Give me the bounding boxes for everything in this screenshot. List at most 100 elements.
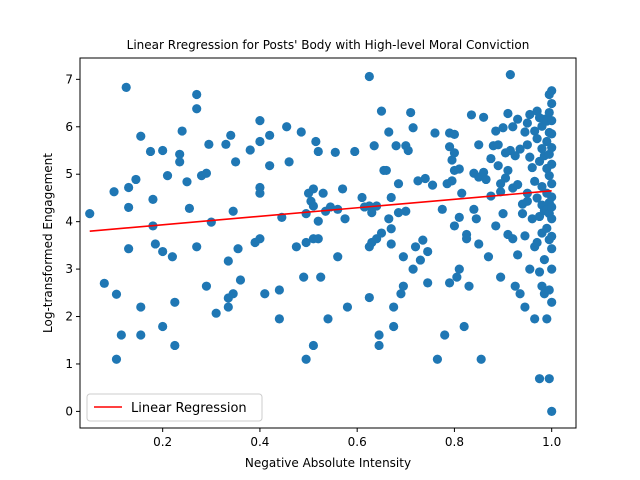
scatter-point [121, 82, 131, 93]
scatter-point [547, 231, 557, 241]
x-tick-label: 0.8 [445, 435, 464, 449]
scatter-point [420, 173, 430, 184]
scatter-point [170, 297, 180, 307]
scatter-point [466, 110, 477, 120]
scatter-point [513, 180, 523, 190]
scatter-point [459, 321, 469, 332]
scatter-point [532, 237, 542, 248]
scatter-point [449, 221, 460, 231]
scatter-point [384, 214, 394, 224]
scatter-point [530, 314, 540, 324]
scatter-point [461, 234, 472, 244]
legend-box [86, 393, 263, 422]
scatter-point [547, 179, 557, 189]
chart-title: Linear Rregression for Posts' Body with … [127, 38, 530, 52]
x-tick-label: 0.6 [348, 435, 367, 449]
scatter-point [474, 140, 484, 150]
scatter-point [226, 130, 236, 140]
scatter-point [537, 181, 547, 192]
scatter-point [452, 272, 462, 282]
scatter-point [440, 330, 450, 340]
scatter-point [408, 123, 418, 133]
scatter-point [136, 330, 146, 340]
scatter-point [547, 264, 557, 274]
scatter-point [313, 146, 323, 157]
scatter-point [432, 354, 443, 364]
scatter-point [547, 214, 557, 224]
y-axis-label: Log-transformed Engagement [41, 153, 55, 333]
scatter-point [510, 151, 520, 161]
scatter-point [447, 176, 457, 186]
scatter-point [520, 302, 530, 312]
scatter-point [170, 340, 180, 351]
scatter-point [337, 184, 348, 194]
scatter-point [464, 281, 474, 291]
scatter-point [386, 224, 396, 234]
scatter-point [547, 159, 557, 169]
y-tick-label: 3 [65, 262, 73, 276]
scatter-point [389, 302, 399, 312]
regression-line-group [89, 190, 552, 232]
scatter-point [454, 164, 464, 174]
scatter-point [520, 231, 530, 241]
scatter-point [423, 246, 433, 257]
scatter-point [184, 203, 195, 213]
scatter-point [381, 165, 391, 176]
scatter-point [255, 116, 265, 126]
scatter-point [515, 144, 525, 154]
scatter-point [491, 126, 501, 136]
scatter-point [201, 168, 212, 178]
scatter-point [457, 188, 467, 198]
scatter-point [522, 118, 532, 128]
scatter-point [111, 354, 122, 364]
scatter-point [415, 255, 425, 265]
scatter-point [398, 281, 408, 291]
scatter-point [211, 308, 221, 318]
scatter-point [201, 281, 212, 291]
scatter-point [469, 204, 479, 214]
scatter-point [444, 142, 455, 152]
scatter-point [323, 314, 333, 324]
scatter-point [393, 179, 404, 189]
scatter-point [486, 153, 496, 164]
scatter-point [547, 192, 557, 202]
scatter-point [260, 289, 270, 299]
scatter-point [333, 252, 343, 262]
scatter-point [476, 354, 486, 364]
x-axis-label: Negative Absolute Intensity [245, 456, 411, 470]
scatter-point [131, 174, 141, 185]
scatter-point [192, 242, 202, 252]
scatter-point [413, 176, 423, 186]
scatter-point [479, 167, 489, 177]
scatter-point [503, 165, 513, 176]
scatter-point [296, 127, 306, 137]
scatter-point [542, 314, 552, 324]
scatter-point [228, 206, 238, 216]
scatter-point [204, 139, 214, 149]
scatter-point [525, 152, 535, 162]
scatter-point [109, 187, 119, 197]
scatter-point [386, 192, 396, 203]
scatter-point [150, 239, 160, 249]
scatter-point [291, 242, 301, 252]
scatter-point [496, 272, 506, 282]
scatter-point [308, 340, 319, 351]
scatter-point [158, 321, 168, 332]
scatter-point [162, 171, 173, 181]
scatter-point [522, 196, 532, 206]
scatter-point [498, 123, 508, 133]
scatter-point [539, 255, 549, 265]
scatter-point [522, 140, 532, 150]
scatter-point [398, 252, 408, 262]
scatter-point [367, 208, 377, 218]
scatter-point [520, 127, 530, 137]
scatter-point [408, 264, 418, 274]
scatter-point [357, 192, 367, 203]
scatter-point [513, 250, 523, 260]
scatter-point [342, 302, 353, 312]
scatter-point [447, 155, 457, 165]
scatter-point [274, 314, 284, 324]
scatter-point [517, 208, 528, 219]
scatter-point [192, 104, 202, 114]
scatter-point [301, 208, 311, 219]
